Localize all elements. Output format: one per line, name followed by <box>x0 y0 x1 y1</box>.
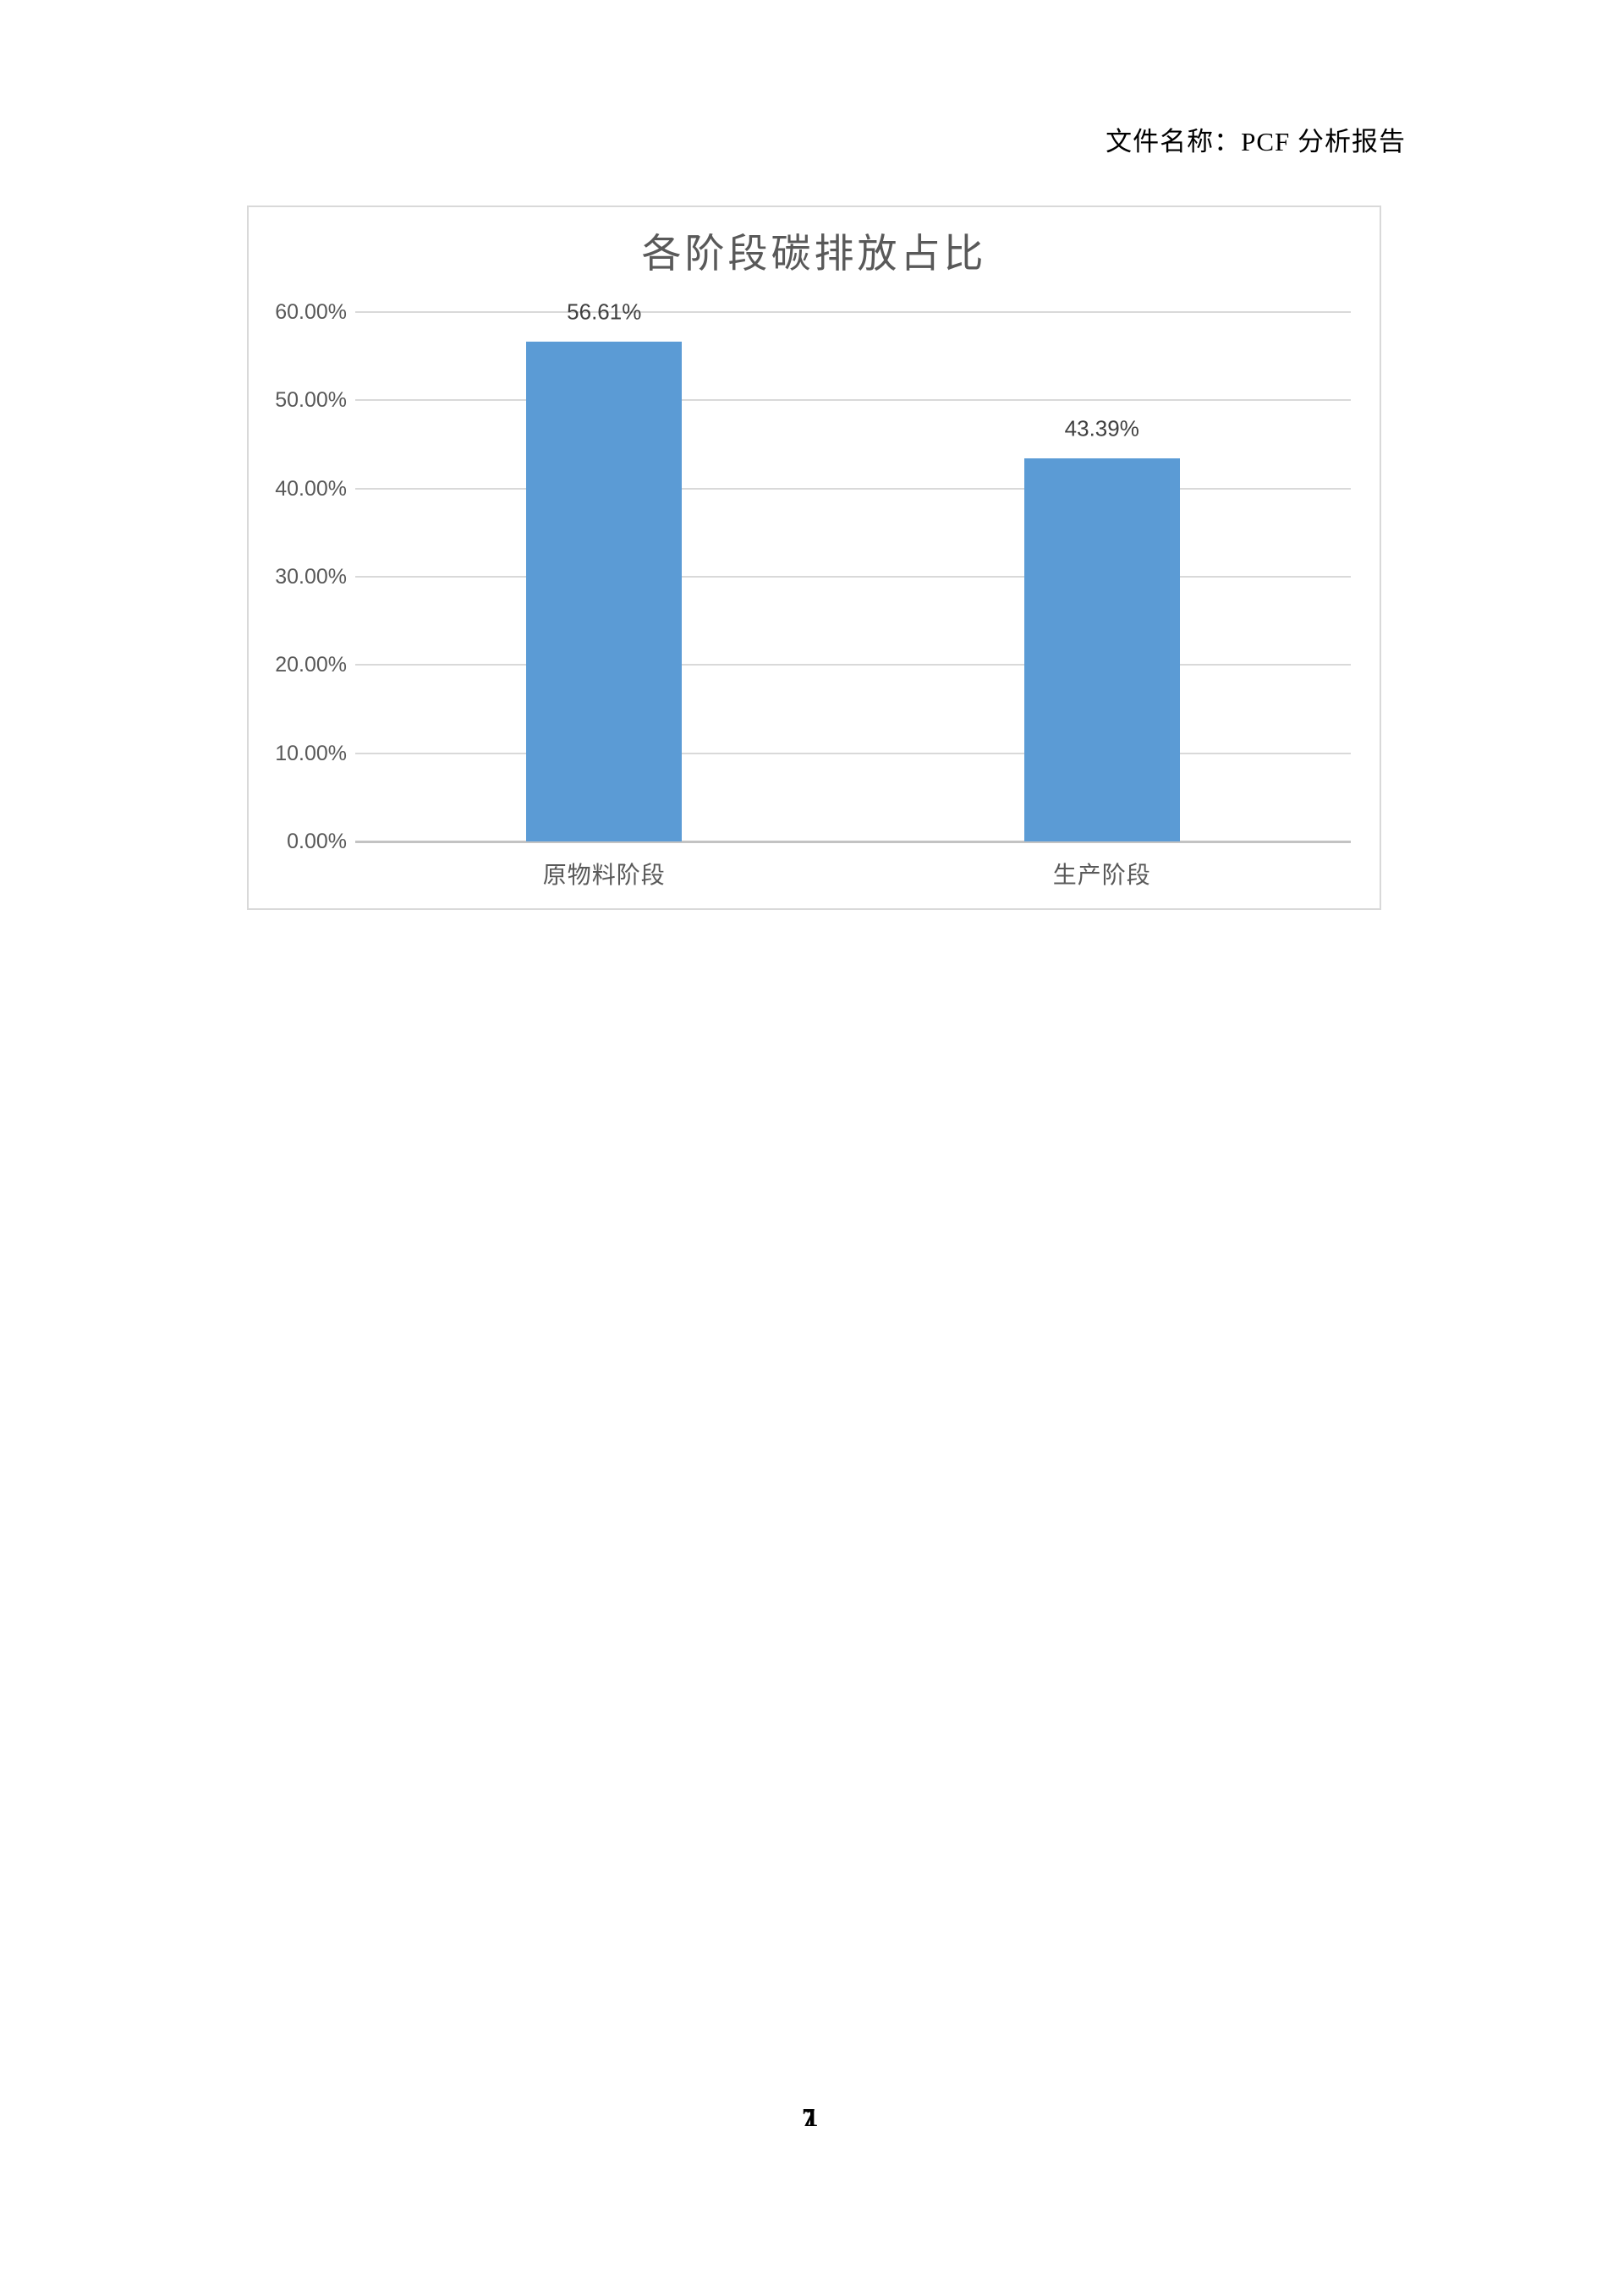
gridline <box>355 399 1351 402</box>
bar-data-label: 43.39% <box>1064 415 1139 441</box>
chart-title: 各阶段碳排放占比 <box>641 233 987 277</box>
bar-data-label: 56.61% <box>567 299 642 325</box>
gridline <box>355 664 1351 666</box>
page-number: 7 1 <box>802 2102 836 2136</box>
x-axis-category-label: 生产阶段 <box>1052 863 1151 889</box>
y-axis-tick-label: 60.00% <box>275 300 347 324</box>
page-number-behind: 1 <box>805 2102 819 2132</box>
x-axis-category-label: 原物料阶段 <box>542 863 666 889</box>
page-number-front: 7 <box>802 2102 815 2132</box>
y-axis-tick-label: 40.00% <box>275 476 347 501</box>
y-axis-tick-label: 30.00% <box>275 565 347 589</box>
y-axis-tick-label: 10.00% <box>275 741 347 765</box>
y-axis-tick-label: 0.00% <box>287 830 347 853</box>
bar-chart: 各阶段碳排放占比 0.00% 10.00% 20.00% 30.00% 40.00% 50… <box>247 205 1381 910</box>
bar-1 <box>526 342 683 841</box>
y-axis-tick-label: 20.00% <box>275 653 347 677</box>
gridline <box>355 487 1351 490</box>
y-axis-tick-label: 50.00% <box>275 388 347 413</box>
bar-2 <box>1023 458 1180 841</box>
x-axis-line <box>355 841 1351 843</box>
gridline <box>355 311 1351 313</box>
document-header-title: 文件名称：PCF 分析报告 <box>1106 127 1406 156</box>
gridline <box>355 752 1351 754</box>
gridline <box>355 576 1351 578</box>
